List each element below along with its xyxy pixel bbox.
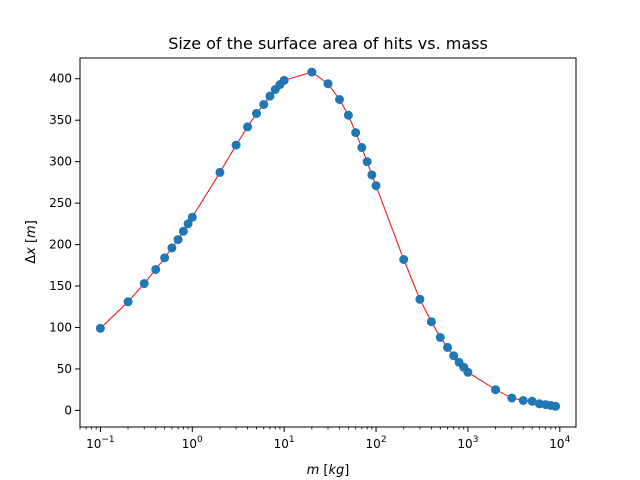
- data-point: [435, 332, 445, 342]
- data-point: [187, 212, 197, 222]
- data-point: [307, 67, 317, 77]
- y-tick-label: 0: [64, 403, 72, 417]
- data-point: [231, 140, 241, 150]
- data-point: [426, 317, 436, 327]
- x-tick-label: 100: [182, 435, 203, 451]
- data-point: [463, 367, 473, 377]
- y-axis: 0 50 100 150 200 250 300 350 400: [49, 72, 80, 417]
- data-point: [173, 235, 183, 245]
- data-point: [95, 323, 105, 333]
- data-point: [491, 385, 501, 395]
- x-axis: 10−1 100 101 102 103 104: [79, 427, 571, 451]
- x-tick-label: 101: [274, 435, 295, 451]
- x-tick-label: 10−1: [86, 435, 115, 451]
- data-point: [259, 99, 269, 109]
- data-point: [527, 396, 537, 406]
- data-point: [371, 181, 381, 191]
- data-point: [443, 342, 453, 352]
- data-point: [362, 157, 372, 167]
- data-point: [243, 122, 253, 132]
- data-point: [139, 279, 149, 289]
- data-point: [507, 393, 517, 403]
- data-point: [334, 94, 344, 104]
- chart-title: Size of the surface area of hits vs. mas…: [168, 34, 488, 53]
- data-point: [160, 253, 170, 263]
- x-tick-label: 102: [366, 435, 387, 451]
- data-point: [265, 91, 275, 101]
- data-point: [551, 401, 561, 411]
- y-tick-label: 200: [49, 238, 72, 252]
- data-point: [151, 264, 161, 274]
- y-tick-label: 300: [49, 155, 72, 169]
- plot-area: [95, 67, 561, 411]
- data-point: [183, 219, 193, 229]
- data-point: [323, 79, 333, 89]
- y-axis-label: Δx [m]: [24, 220, 39, 264]
- data-point: [167, 243, 177, 253]
- data-point: [123, 297, 133, 307]
- x-tick-label: 104: [549, 435, 570, 451]
- data-point: [518, 395, 528, 405]
- data-point: [215, 167, 225, 177]
- data-point: [279, 75, 289, 85]
- data-point: [178, 226, 188, 236]
- x-tick-label: 103: [457, 435, 478, 451]
- data-point: [252, 109, 261, 119]
- y-tick-label: 150: [49, 279, 72, 293]
- y-tick-label: 50: [57, 362, 72, 376]
- data-point: [399, 255, 409, 264]
- data-point: [367, 170, 377, 180]
- y-tick-label: 100: [49, 320, 72, 334]
- y-tick-label: 350: [49, 113, 72, 127]
- data-point: [449, 351, 459, 361]
- x-axis-label: m [kg]: [307, 463, 350, 478]
- data-point: [357, 143, 367, 153]
- data-point: [415, 294, 425, 304]
- y-tick-label: 250: [49, 196, 72, 210]
- data-point: [351, 128, 361, 138]
- y-tick-label: 400: [49, 72, 72, 86]
- data-point: [343, 110, 353, 120]
